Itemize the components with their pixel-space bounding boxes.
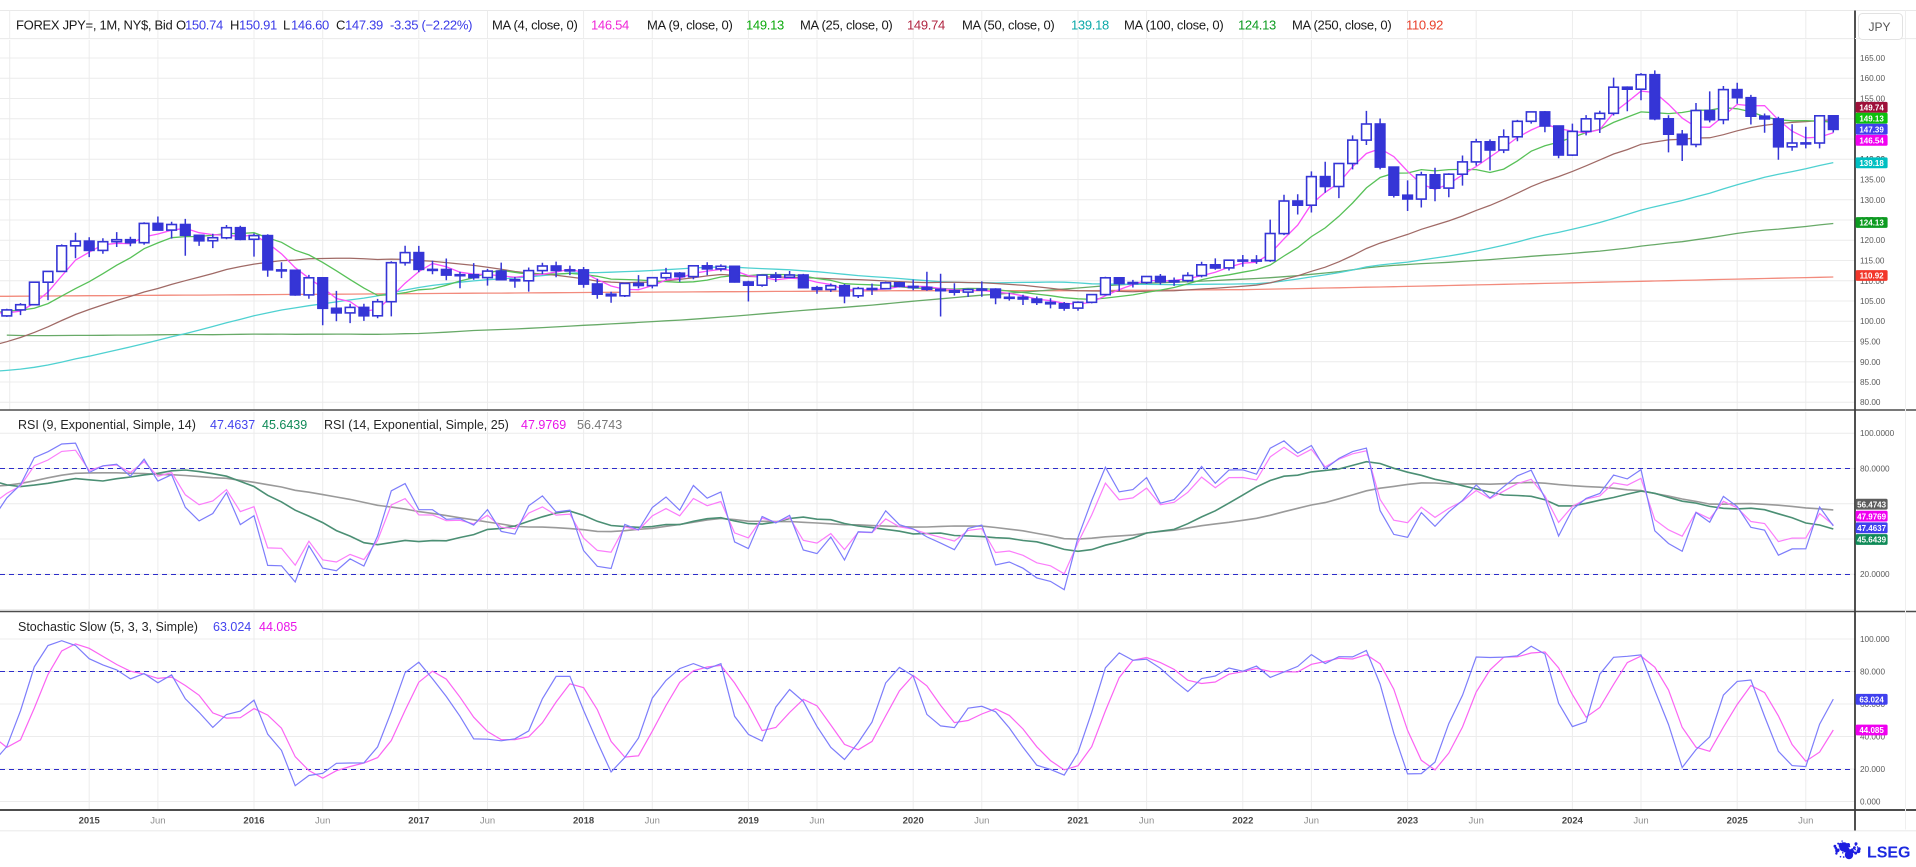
svg-text:RSI (9, Exponential, Simple, 1: RSI (9, Exponential, Simple, 14) — [18, 418, 196, 432]
svg-text:0.000: 0.000 — [1860, 798, 1881, 807]
svg-text:149.13: 149.13 — [1859, 114, 1884, 123]
svg-text:149.74: 149.74 — [1859, 104, 1884, 113]
svg-text:2017: 2017 — [408, 816, 429, 827]
svg-text:2020: 2020 — [903, 816, 924, 827]
svg-text:47.9769: 47.9769 — [1857, 512, 1886, 521]
svg-text:44.085: 44.085 — [1859, 726, 1884, 735]
svg-text:130.00: 130.00 — [1860, 196, 1885, 205]
svg-text:110.92: 110.92 — [1860, 272, 1885, 281]
svg-text:149.13: 149.13 — [746, 17, 784, 32]
svg-text:Jun: Jun — [974, 816, 989, 827]
svg-text:105.00: 105.00 — [1860, 297, 1885, 306]
svg-text:139.18: 139.18 — [1859, 159, 1884, 168]
svg-text:147.39: 147.39 — [345, 17, 383, 32]
svg-text:Jun: Jun — [809, 816, 824, 827]
svg-text:2023: 2023 — [1397, 816, 1418, 827]
svg-text:2018: 2018 — [573, 816, 594, 827]
svg-text:139.18: 139.18 — [1071, 17, 1109, 32]
svg-text:100.000: 100.000 — [1860, 635, 1890, 644]
svg-text:80.00: 80.00 — [1860, 398, 1881, 407]
svg-text:110.92: 110.92 — [1406, 17, 1443, 32]
svg-text:JPY: JPY — [1868, 20, 1890, 34]
svg-text:110.00: 110.00 — [1860, 277, 1885, 286]
svg-text:Jun: Jun — [645, 816, 660, 827]
svg-text:40.000: 40.000 — [1860, 733, 1885, 742]
svg-text:LSEG: LSEG — [1867, 845, 1911, 862]
svg-text:MA (4, close, 0): MA (4, close, 0) — [492, 17, 578, 32]
svg-text:146.60: 146.60 — [291, 17, 329, 32]
svg-text:RSI (14, Exponential, Simple,: RSI (14, Exponential, Simple, 25) — [324, 418, 509, 432]
svg-text:80.0000: 80.0000 — [1860, 465, 1890, 474]
svg-text:124.13: 124.13 — [1238, 17, 1276, 32]
svg-text:135.00: 135.00 — [1860, 176, 1885, 185]
svg-text:100.00: 100.00 — [1860, 317, 1885, 326]
svg-text:Jun: Jun — [1139, 816, 1154, 827]
svg-text:149.74: 149.74 — [907, 17, 945, 32]
svg-text:MA (250, close, 0): MA (250, close, 0) — [1292, 17, 1391, 32]
svg-text:20.000: 20.000 — [1860, 765, 1885, 774]
svg-text:2019: 2019 — [738, 816, 759, 827]
svg-text:150.74: 150.74 — [185, 17, 223, 32]
svg-text:56.4743: 56.4743 — [1857, 500, 1886, 509]
svg-text:-3.35 (−2.22%): -3.35 (−2.22%) — [390, 17, 472, 32]
svg-text:Stochastic Slow (5, 3, 3, Simp: Stochastic Slow (5, 3, 3, Simple) — [18, 620, 198, 634]
svg-text:2015: 2015 — [79, 816, 101, 827]
svg-text:124.13: 124.13 — [1859, 219, 1884, 228]
svg-text:95.00: 95.00 — [1860, 338, 1881, 347]
svg-text:Jun: Jun — [1304, 816, 1319, 827]
svg-text:O: O — [176, 17, 186, 32]
svg-text:85.00: 85.00 — [1860, 378, 1881, 387]
svg-text:63.024: 63.024 — [213, 620, 251, 634]
svg-text:155.00: 155.00 — [1860, 95, 1885, 104]
svg-text:Jun: Jun — [315, 816, 330, 827]
svg-text:147.39: 147.39 — [1859, 125, 1884, 134]
svg-text:Jun: Jun — [150, 816, 165, 827]
svg-text:H: H — [230, 17, 239, 32]
svg-text:2022: 2022 — [1232, 816, 1253, 827]
svg-text:45.6439: 45.6439 — [262, 418, 307, 432]
svg-text:Jun: Jun — [1798, 816, 1813, 827]
svg-text:MA (9, close, 0): MA (9, close, 0) — [647, 17, 733, 32]
svg-text:44.085: 44.085 — [259, 620, 297, 634]
svg-text:160.00: 160.00 — [1860, 74, 1885, 83]
svg-text:2021: 2021 — [1067, 816, 1089, 827]
svg-text:C: C — [336, 17, 345, 32]
svg-text:2024: 2024 — [1562, 816, 1584, 827]
svg-text:Jun: Jun — [480, 816, 495, 827]
svg-text:56.4743: 56.4743 — [577, 418, 622, 432]
svg-text:165.00: 165.00 — [1860, 54, 1885, 63]
svg-text:MA (50, close, 0): MA (50, close, 0) — [962, 17, 1054, 32]
svg-text:150.91: 150.91 — [239, 17, 277, 32]
svg-text:146.54: 146.54 — [1859, 137, 1884, 146]
svg-text:45.6439: 45.6439 — [1857, 536, 1886, 545]
svg-text:63.024: 63.024 — [1859, 696, 1884, 705]
svg-text:80.000: 80.000 — [1860, 668, 1885, 677]
svg-text:Jun: Jun — [1633, 816, 1648, 827]
svg-text:L: L — [283, 17, 290, 32]
svg-text:90.00: 90.00 — [1860, 358, 1881, 367]
svg-text:120.00: 120.00 — [1860, 236, 1885, 245]
svg-text:Jun: Jun — [1469, 816, 1484, 827]
svg-text:MA (100, close, 0): MA (100, close, 0) — [1124, 17, 1223, 32]
svg-text:20.0000: 20.0000 — [1860, 570, 1890, 579]
svg-text:115.00: 115.00 — [1860, 257, 1885, 266]
svg-text:100.0000: 100.0000 — [1860, 429, 1895, 438]
svg-text:2025: 2025 — [1727, 816, 1749, 827]
svg-text:2016: 2016 — [243, 816, 264, 827]
svg-text:47.4637: 47.4637 — [210, 418, 255, 432]
svg-text:47.4637: 47.4637 — [1857, 524, 1886, 533]
svg-text:FOREX JPY=, 1M, NY$, Bid: FOREX JPY=, 1M, NY$, Bid — [16, 17, 173, 32]
svg-text:146.54: 146.54 — [591, 17, 629, 32]
svg-text:MA (25, close, 0): MA (25, close, 0) — [800, 17, 892, 32]
svg-text:47.9769: 47.9769 — [521, 418, 566, 432]
